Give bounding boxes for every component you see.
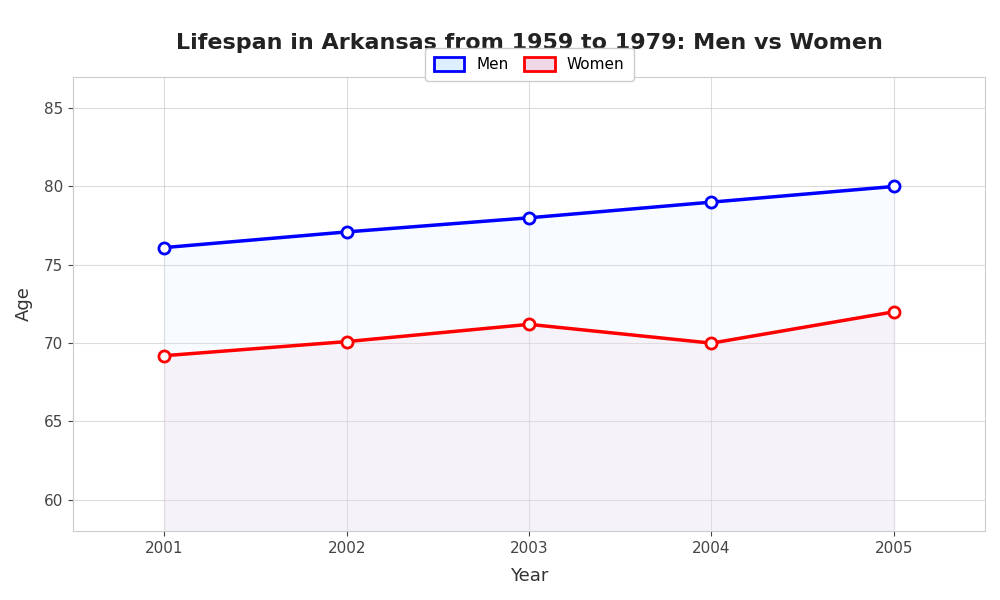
Title: Lifespan in Arkansas from 1959 to 1979: Men vs Women: Lifespan in Arkansas from 1959 to 1979: … xyxy=(176,33,883,53)
X-axis label: Year: Year xyxy=(510,567,548,585)
Y-axis label: Age: Age xyxy=(15,287,33,322)
Legend: Men, Women: Men, Women xyxy=(425,48,634,82)
